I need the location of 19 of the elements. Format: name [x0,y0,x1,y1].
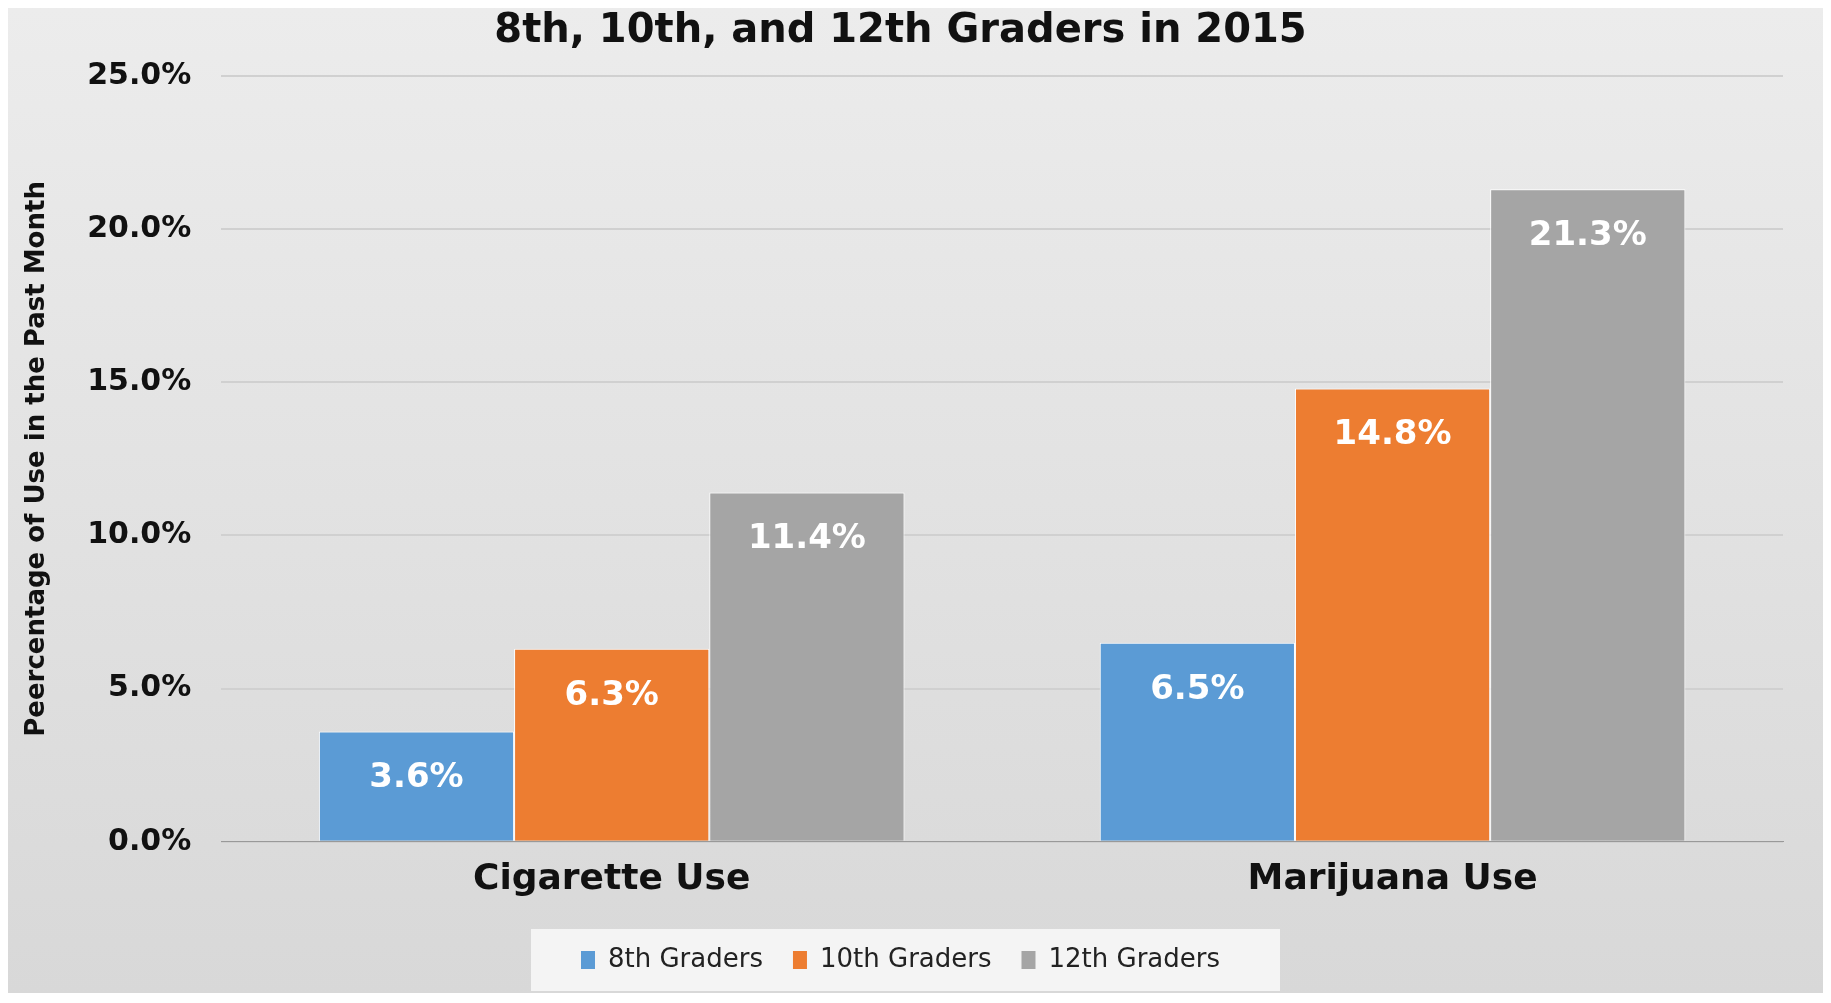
legend-label: 10th Graders [819,942,992,973]
data-label: 14.8% [1333,412,1452,453]
data-label: 6.3% [564,672,659,713]
data-label: 11.4% [747,516,866,557]
y-tick-label: 0.0% [108,821,192,857]
data-label: 21.3% [1528,213,1647,254]
data-label: 6.5% [1150,666,1245,707]
y-tick-label: 20.0% [87,208,192,244]
y-tick-label: 5.0% [108,668,192,704]
y-tick-label: 10.0% [87,515,192,551]
x-tick-label: Marijuana Use [1247,855,1538,897]
y-axis-title: Peercentage of Use in the Past Month [20,181,51,737]
data-label: 3.6% [369,755,464,796]
x-tick-label: Cigarette Use [472,855,751,897]
y-tick-label: 15.0% [87,362,192,398]
chart-title: 8th, 10th, and 12th Graders in 2015 [494,5,1307,52]
y-tick-label: 25.0% [87,55,192,91]
legend-label: 8th Graders [607,942,763,973]
legend-label: 12th Graders [1048,942,1221,973]
